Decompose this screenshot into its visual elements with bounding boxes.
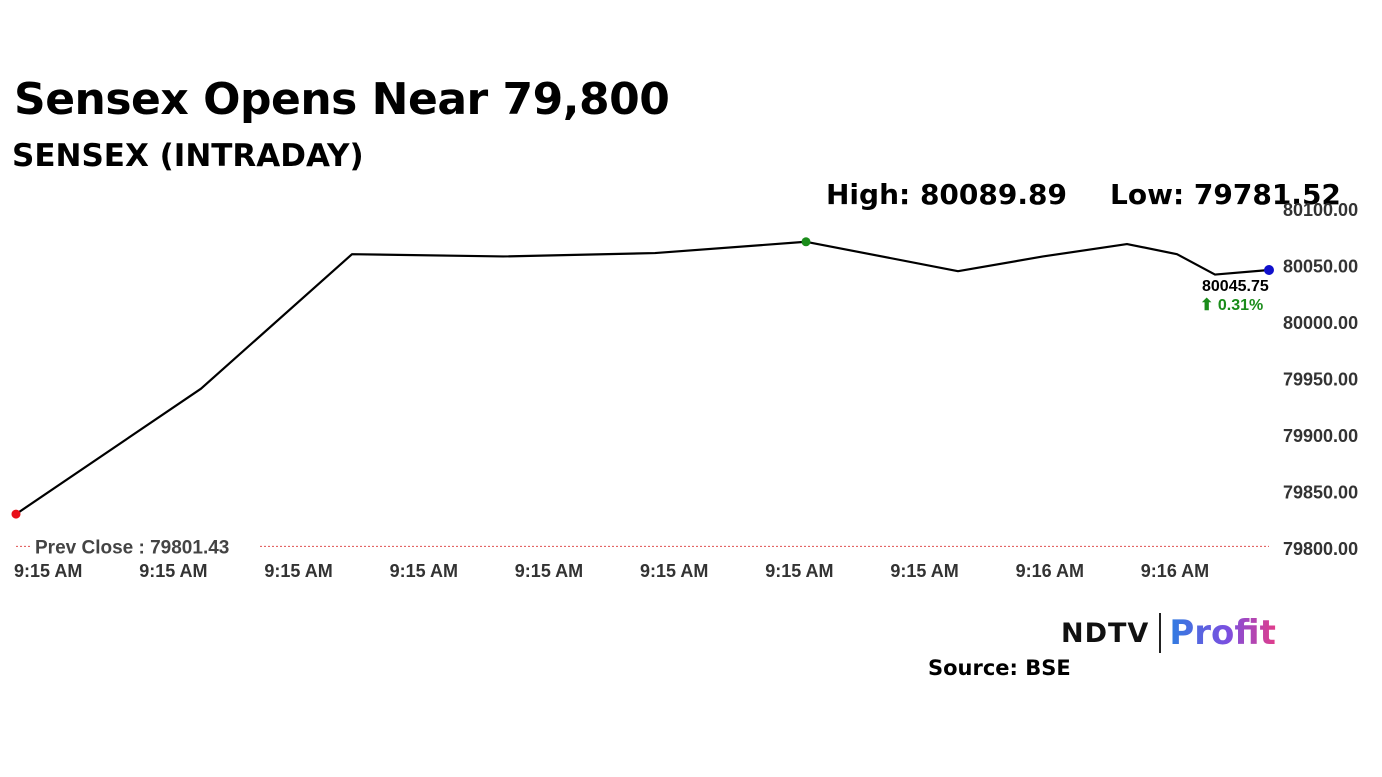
prev-close-label-bg	[32, 536, 258, 557]
start-point-marker	[11, 509, 21, 519]
x-tick-label: 9:15 AM	[139, 561, 207, 581]
x-tick-label: 9:15 AM	[14, 561, 82, 581]
high-stat: High: 80089.89	[826, 178, 1067, 211]
x-tick-label: 9:15 AM	[390, 561, 458, 581]
intraday-line-chart: Prev Close : 79801.43 80100.00 80050.00 800…	[11, 200, 1358, 581]
ndtv-profit-logo: NDTV Profit	[1061, 612, 1276, 654]
logo-profit-text: Profit	[1169, 613, 1276, 653]
y-tick-label: 79850.00	[1283, 483, 1358, 503]
low-stat: Low: 79781.52	[1110, 178, 1341, 211]
y-tick-label: 80050.00	[1283, 257, 1358, 277]
source-note: Source: BSE	[928, 656, 1071, 680]
x-tick-label: 9:15 AM	[264, 561, 332, 581]
x-tick-label: 9:16 AM	[1141, 561, 1209, 581]
x-tick-label: 9:15 AM	[515, 561, 583, 581]
x-tick-label: 9:15 AM	[640, 561, 708, 581]
last-value-label: 80045.75	[1202, 278, 1269, 295]
logo-divider	[1159, 613, 1162, 653]
x-tick-label: 9:15 AM	[890, 561, 958, 581]
x-tick-label: 9:15 AM	[765, 561, 833, 581]
y-tick-label: 79900.00	[1283, 426, 1358, 446]
high-point-marker	[801, 237, 811, 247]
prev-close-label: Prev Close : 79801.43	[35, 537, 229, 558]
last-point-marker	[1264, 265, 1274, 276]
series-line	[15, 240, 1270, 516]
y-tick-label: 79800.00	[1283, 539, 1358, 559]
y-tick-label: 79950.00	[1283, 370, 1358, 390]
logo-ndtv-text: NDTV	[1061, 617, 1150, 649]
y-tick-label: 80100.00	[1283, 200, 1358, 220]
chart-subtitle: SENSEX (INTRADAY)	[12, 138, 364, 174]
x-tick-label: 9:16 AM	[1016, 561, 1084, 581]
y-tick-label: 80000.00	[1283, 313, 1358, 333]
page-title: Sensex Opens Near 79,800	[14, 74, 670, 125]
change-label: ⬆ 0.31%	[1200, 297, 1263, 314]
